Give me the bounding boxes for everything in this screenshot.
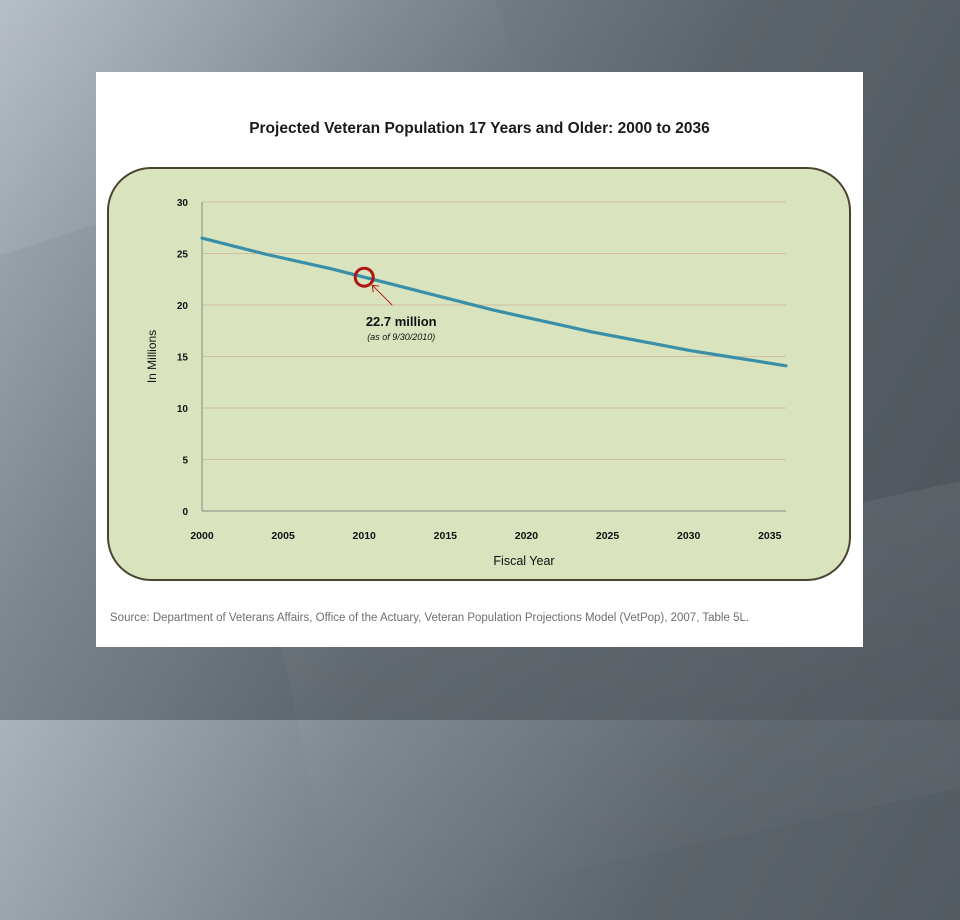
x-tick-label: 2030 [677,530,701,542]
y-tick-label: 20 [177,301,189,312]
x-tick-label: 2005 [271,530,295,542]
annotation-marker-circle [353,266,375,288]
x-tick-label: 2000 [190,530,214,542]
y-tick-label: 0 [182,507,188,518]
source-note: Source: Department of Veterans Affairs, … [110,612,750,624]
x-tick-label: 2020 [515,530,539,542]
chart-panel [107,167,851,581]
series-line [200,236,788,368]
annotation-arrowhead [371,284,380,293]
y-tick-label: 25 [177,250,189,261]
y-tick-label: 10 [177,404,189,415]
annotation-value: 22.7 million [366,314,437,329]
x-tick-label: 2035 [758,530,782,542]
y-tick-label: 5 [182,456,188,467]
x-axis-title: Fiscal Year [493,554,554,568]
y-tick-label: 30 [177,198,189,209]
x-tick-label: 2015 [434,530,458,542]
annotation-arrow [371,284,393,306]
slide-card: Projected Veteran Population 17 Years an… [96,72,863,647]
y-tick-label: 15 [177,353,189,364]
y-axis-title: In Millions [145,330,159,383]
annotation-sublabel: (as of 9/30/2010) [367,332,435,342]
x-tick-label: 2010 [353,530,377,542]
x-tick-label: 2025 [596,530,620,542]
chart-title: Projected Veteran Population 17 Years an… [249,120,710,137]
